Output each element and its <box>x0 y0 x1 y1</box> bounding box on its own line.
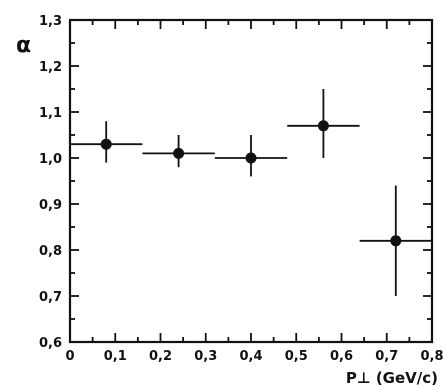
y-tick-label: 0,8 <box>39 244 62 259</box>
data-point <box>70 121 143 163</box>
data-points <box>70 89 432 296</box>
y-tick-label: 1,0 <box>39 152 62 167</box>
axis-ticks <box>69 19 433 343</box>
x-tick-label: 0,3 <box>194 349 217 364</box>
point-marker <box>245 152 257 164</box>
x-tick-label: 0,5 <box>285 349 308 364</box>
point-marker <box>317 120 329 132</box>
y-axis-title: α <box>16 33 31 58</box>
x-tick-label: 0,8 <box>420 349 443 364</box>
data-point <box>359 185 432 296</box>
x-tick-label: 0,7 <box>375 349 398 364</box>
data-point <box>214 135 288 177</box>
y-tick-label: 1,1 <box>39 106 62 121</box>
x-tick-label: 0,4 <box>239 349 262 364</box>
tick-labels: 0 0,1 0,2 0,3 0,4 0,5 0,6 0,7 0,8 0,6 0,7 0,8 0,9 1,0… <box>39 14 444 364</box>
plot-frame <box>68 18 434 344</box>
data-point <box>142 135 215 168</box>
x-axis-title: P⊥ (GeV/c) <box>346 369 438 387</box>
x-tick-label: 0 <box>65 349 74 364</box>
point-marker <box>390 235 402 247</box>
x-tick-label: 0,1 <box>104 349 127 364</box>
x-tick-label: 0,6 <box>330 349 353 364</box>
y-tick-label: 1,2 <box>39 60 62 75</box>
y-tick-label: 0,6 <box>39 336 62 351</box>
y-tick-label: 1,3 <box>39 14 62 29</box>
y-tick-label: 0,7 <box>39 290 62 305</box>
x-tick-label: 0,2 <box>149 349 172 364</box>
data-point <box>287 89 360 158</box>
y-tick-label: 0,9 <box>39 198 62 213</box>
point-marker <box>100 138 112 150</box>
point-marker <box>173 147 185 159</box>
